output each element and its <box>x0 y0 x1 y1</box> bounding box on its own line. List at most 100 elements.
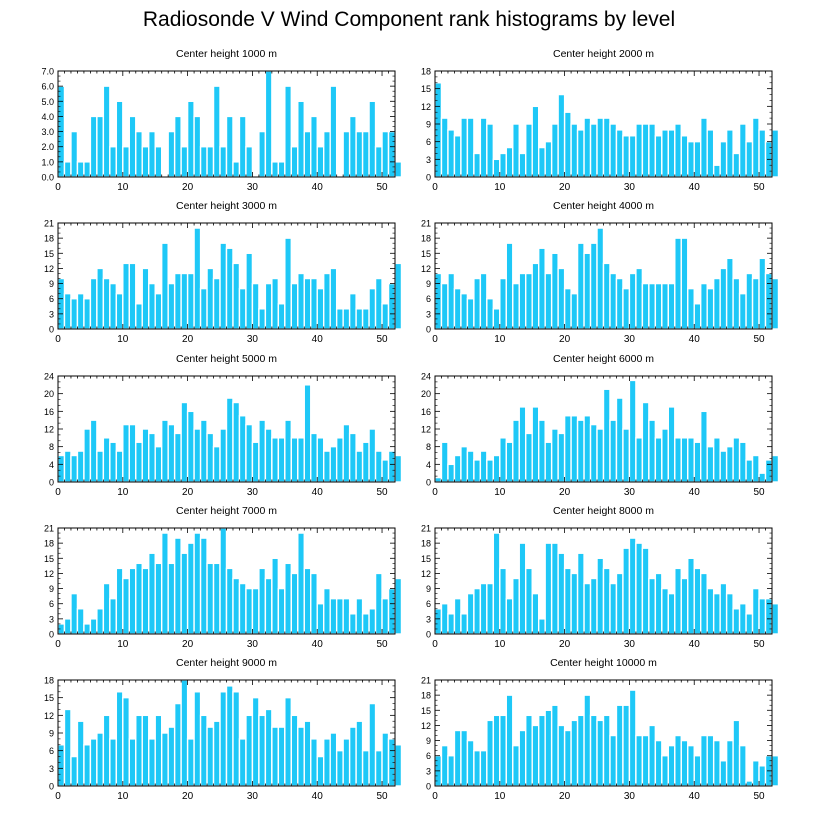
histogram-bar <box>232 577 241 635</box>
y-tick-label: 12 <box>44 569 54 579</box>
y-tick-label: 9 <box>426 584 431 594</box>
histogram-bar <box>544 272 553 330</box>
histogram-bar <box>654 572 663 635</box>
y-tick-label: 9 <box>426 120 431 130</box>
y-tick-label: 1.0 <box>41 157 54 167</box>
x-tick-label: 0 <box>432 639 438 650</box>
histogram-bar <box>512 123 520 178</box>
histogram-bar <box>290 572 299 635</box>
histogram-bar <box>160 242 169 330</box>
histogram-bar <box>700 282 708 330</box>
histogram-bar <box>102 277 111 330</box>
histogram-bar <box>725 129 734 178</box>
histogram-bar <box>492 454 501 483</box>
histogram-bar <box>492 158 501 178</box>
histogram-bar <box>102 437 111 483</box>
y-tick-label: 7.0 <box>41 67 54 77</box>
histogram-bar <box>486 459 495 483</box>
histogram-bar <box>725 257 734 330</box>
histogram-bar <box>589 714 598 787</box>
histogram-bar <box>583 694 592 787</box>
histogram-bar <box>173 272 182 330</box>
histogram-bar <box>225 115 234 178</box>
histogram-bar <box>381 130 390 178</box>
y-tick-label: 0 <box>426 782 431 792</box>
histogram-bar <box>109 146 118 178</box>
histogram-bar <box>96 267 105 330</box>
histogram-bar <box>732 277 741 330</box>
y-tick-label: 15 <box>44 554 54 564</box>
histogram-bar <box>557 432 566 483</box>
histogram-bar <box>512 577 520 635</box>
histogram-bar <box>135 714 143 787</box>
histogram-bar <box>212 445 221 483</box>
panel-title: Center height 3000 m <box>176 200 277 212</box>
histogram-bar <box>219 146 228 178</box>
histogram-bar <box>570 719 579 787</box>
histogram-bar <box>199 714 208 787</box>
histogram-bar <box>745 459 754 483</box>
x-tick-label: 10 <box>117 334 129 345</box>
histogram-bar <box>212 277 221 330</box>
histogram-bar <box>544 441 553 483</box>
histogram-panel: Center height 7000 m 0 10 20 30 40 50 0 3 6 9 12 15 1… <box>44 505 403 650</box>
histogram-bar <box>583 252 592 330</box>
x-tick-label: 30 <box>247 639 259 650</box>
histogram-bar <box>141 714 150 787</box>
y-tick-label: 6 <box>426 599 431 609</box>
y-tick-label: 3 <box>49 764 54 774</box>
histogram-bar <box>238 287 247 330</box>
histogram-bar <box>186 410 195 483</box>
y-tick-label: 20 <box>421 389 431 399</box>
histogram-bar <box>719 140 728 178</box>
histogram-bar <box>206 562 215 635</box>
histogram-bar <box>473 277 482 330</box>
histogram-bar <box>583 415 592 483</box>
histogram-bar <box>615 129 624 178</box>
histogram-bar <box>622 135 631 178</box>
histogram-bar <box>557 724 566 787</box>
histogram-bar <box>518 152 527 178</box>
x-tick-label: 30 <box>624 639 636 650</box>
y-tick-label: 0 <box>426 173 431 183</box>
histogram-bar <box>63 161 72 178</box>
histogram-bar <box>706 587 715 635</box>
histogram-bar <box>745 272 754 330</box>
histogram-bar <box>225 397 234 483</box>
histogram-bar <box>596 719 605 787</box>
histogram-bar <box>115 450 124 483</box>
histogram-bar <box>479 272 488 330</box>
y-tick-label: 8 <box>426 442 431 452</box>
y-tick-label: 6 <box>49 294 54 304</box>
y-tick-label: 6 <box>49 746 54 756</box>
histogram-bar <box>89 277 98 330</box>
x-tick-label: 20 <box>559 639 571 650</box>
histogram-bar <box>661 282 670 330</box>
histogram-bar <box>505 242 514 330</box>
histogram-bar <box>148 552 156 635</box>
y-tick-label: 0 <box>426 325 431 335</box>
histogram-bar <box>440 603 449 635</box>
histogram-bar <box>167 282 176 330</box>
x-tick-label: 0 <box>432 334 438 345</box>
histogram-bar <box>674 437 682 483</box>
histogram-bar <box>323 738 331 787</box>
histogram-bar <box>712 437 721 483</box>
x-tick-label: 30 <box>624 487 636 498</box>
histogram-bar <box>355 130 364 178</box>
histogram-bar <box>583 117 592 178</box>
y-tick-label: 15 <box>421 84 431 94</box>
histogram-bar <box>674 123 682 178</box>
histogram-bar <box>453 597 462 635</box>
histogram-bar <box>167 726 176 787</box>
histogram-bar <box>141 146 150 178</box>
histogram-bar <box>186 542 195 635</box>
histogram-bar <box>89 738 98 787</box>
histogram-bar <box>460 117 469 178</box>
histogram-bar <box>706 734 715 787</box>
histogram-bar <box>109 282 118 330</box>
histogram-bar <box>303 567 312 635</box>
histogram-bar <box>602 714 611 787</box>
histogram-bar <box>667 744 676 787</box>
